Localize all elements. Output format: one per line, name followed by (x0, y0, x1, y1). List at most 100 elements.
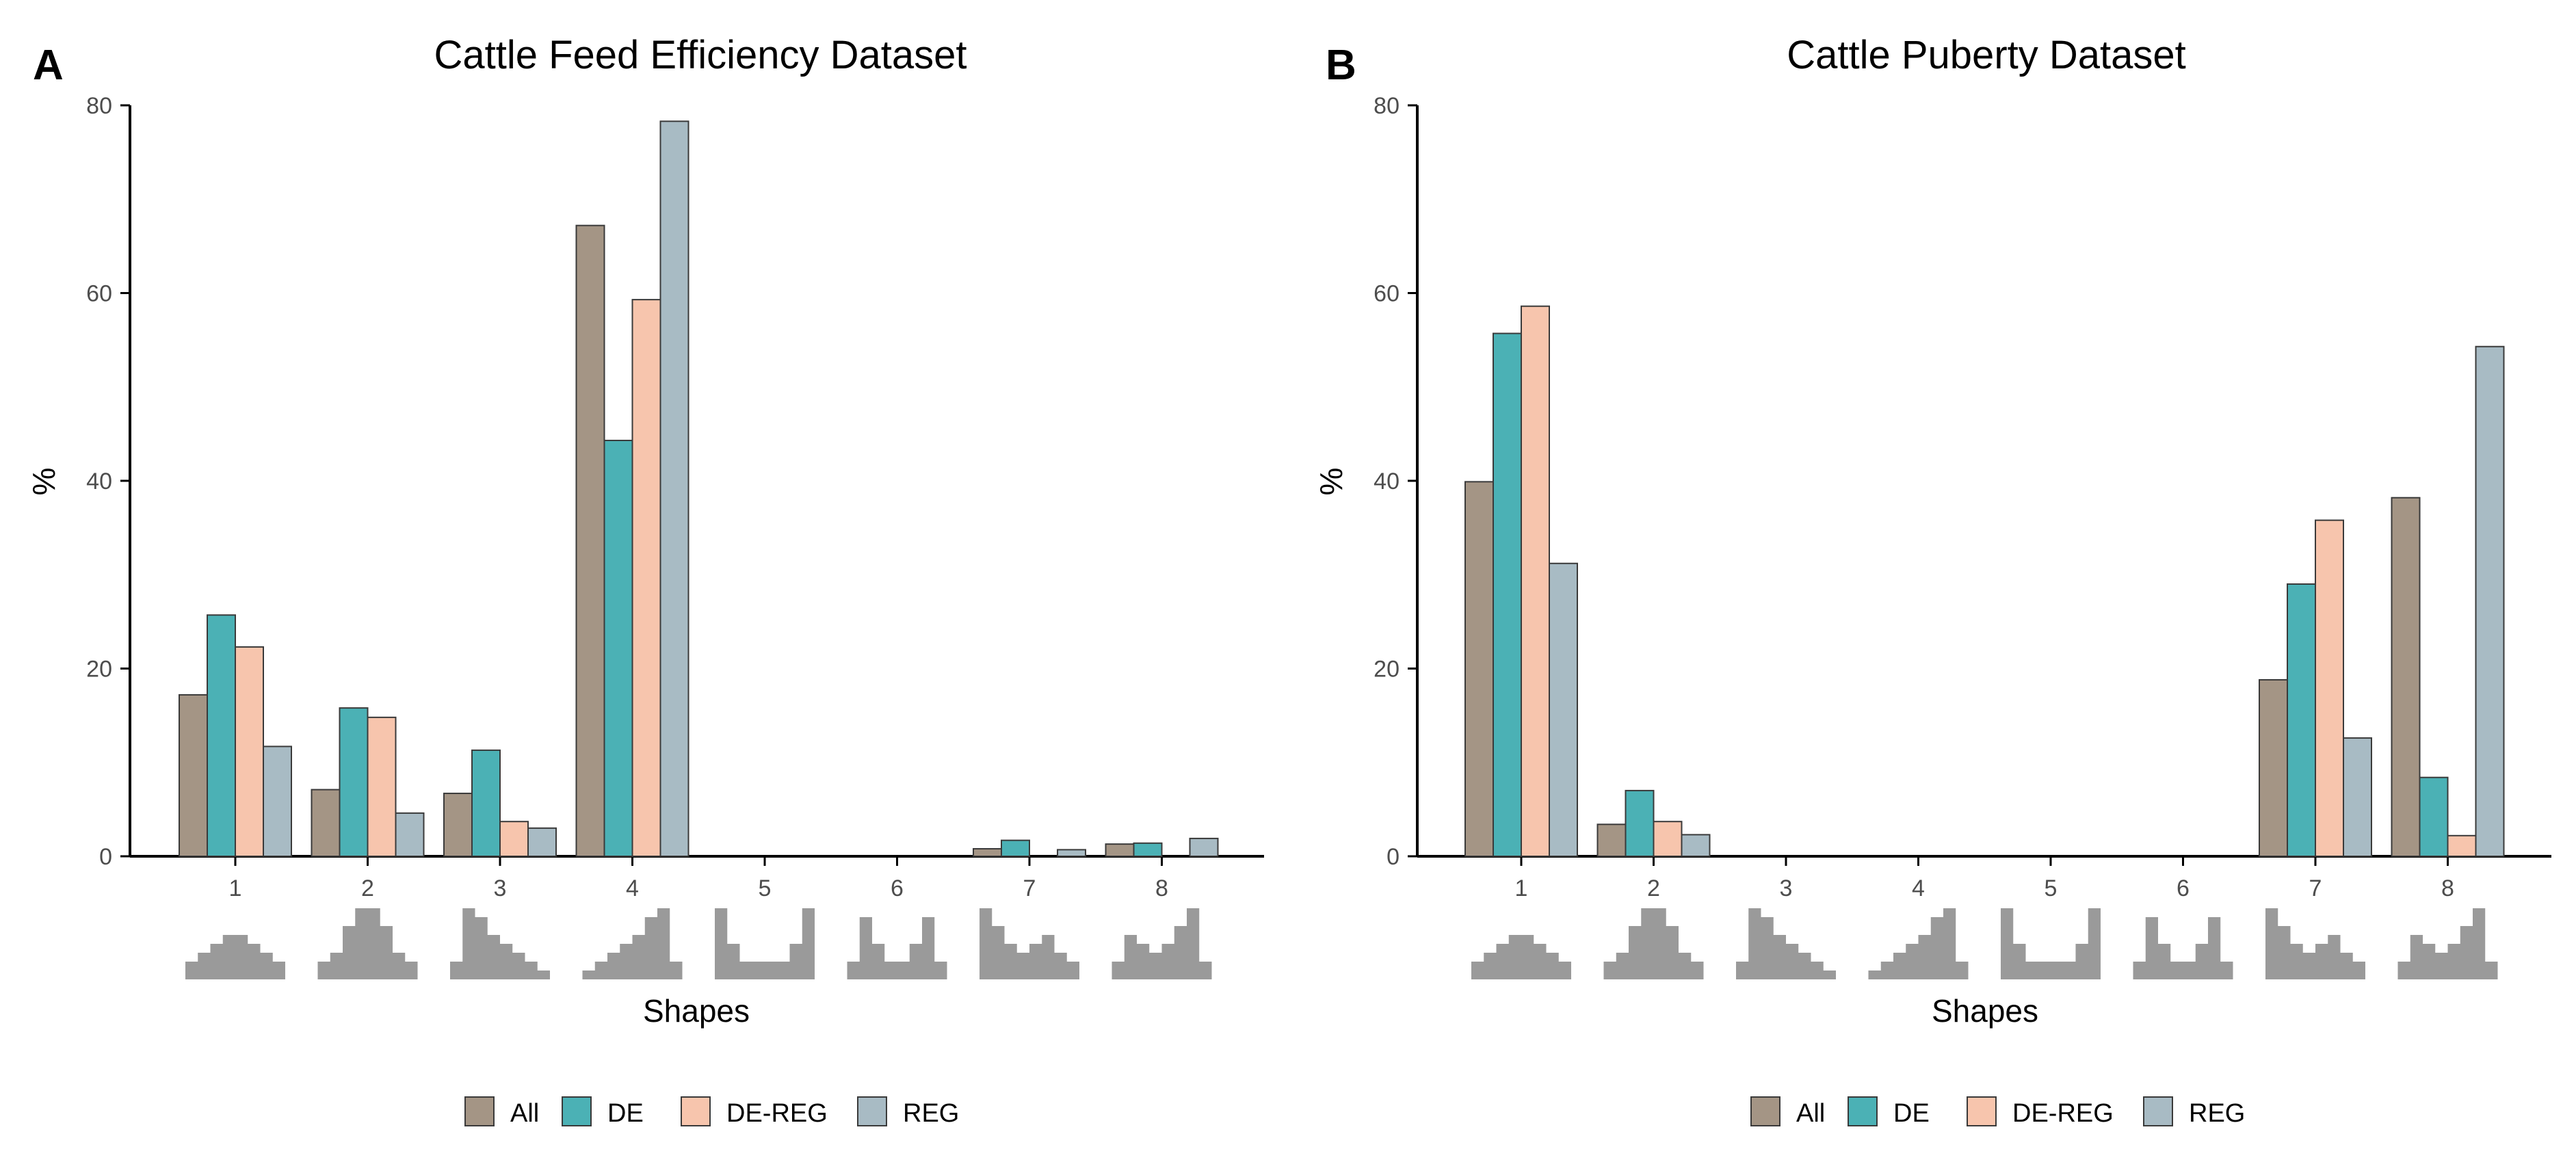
bar-all-shape-1 (1464, 481, 1494, 857)
bar-de-reg-shape-8 (2447, 834, 2477, 858)
x-tick-label: 2 (361, 875, 374, 901)
panel-a-x-axis-title: Shapes (643, 993, 750, 1029)
legend-label-de-reg: DE-REG (726, 1099, 828, 1128)
legend-label-reg: REG (2189, 1099, 2245, 1128)
legend-label-reg: REG (903, 1099, 959, 1128)
bar-all-shape-8 (1105, 843, 1135, 857)
shape-icon-4 (1868, 908, 1969, 979)
bar-reg-shape-7 (2343, 737, 2372, 857)
y-tick-label: 60 (1374, 281, 1399, 307)
x-tick-label: 1 (229, 875, 242, 901)
bar-reg-shape-8 (1189, 837, 1219, 857)
y-tick-label: 80 (86, 93, 112, 119)
shape-icon-4 (582, 908, 683, 979)
panel-b-title: Cattle Puberty Dataset (1787, 33, 2186, 77)
legend-label-all: All (510, 1099, 539, 1128)
bar-de-reg-shape-4 (631, 299, 661, 858)
bar-all-shape-2 (311, 789, 341, 857)
legend-swatch-all (464, 1096, 495, 1126)
x-tick-label: 4 (626, 875, 639, 901)
bar-de-reg-shape-1 (1521, 305, 1550, 857)
bar-all-shape-1 (179, 694, 208, 857)
bar-de-shape-3 (471, 749, 501, 857)
shape-icon-6 (847, 917, 947, 979)
bar-reg-shape-3 (527, 827, 557, 857)
chart-panel-a: 0 20 40 60 80 1 2 3 4 5 6 7 8 (86, 93, 1264, 979)
legend-swatch-de (562, 1096, 592, 1126)
y-tick-label: 60 (86, 281, 112, 307)
shape-icon-3 (450, 908, 550, 979)
shape-icon-5 (2001, 908, 2101, 979)
legend-swatch-de (1848, 1096, 1878, 1126)
x-tick-label: 6 (2177, 875, 2190, 901)
bar-de-reg-shape-7 (2315, 519, 2344, 858)
bar-de-shape-8 (1133, 842, 1163, 858)
legend-panel-b: All DE DE-REG REG (1750, 1096, 2245, 1128)
y-tick-label: 20 (1374, 657, 1399, 683)
bar-de-reg-shape-2 (1653, 821, 1683, 858)
shape-icon-8 (1112, 908, 1212, 979)
legend-label-de-reg: DE-REG (2012, 1099, 2114, 1128)
bar-all-shape-4 (575, 224, 605, 857)
bar-reg-shape-8 (2475, 345, 2505, 858)
shape-icon-7 (2265, 908, 2365, 979)
shape-icon-1 (1471, 935, 1571, 979)
bar-all-shape-3 (443, 793, 473, 857)
x-tick-label: 5 (2045, 875, 2058, 901)
x-tick-label: 7 (2309, 875, 2322, 901)
bar-de-shape-2 (339, 707, 369, 858)
bar-reg-shape-7 (1057, 849, 1086, 857)
bar-de-reg-shape-3 (499, 821, 529, 858)
shape-icon-2 (1603, 908, 1704, 979)
x-tick-label: 1 (1515, 875, 1528, 901)
bar-de-shape-7 (2287, 583, 2316, 857)
legend-swatch-de-reg (1967, 1096, 1997, 1126)
y-tick-label: 40 (1374, 468, 1399, 494)
x-tick-label: 8 (1155, 875, 1168, 901)
legend-swatch-all (1750, 1096, 1780, 1126)
panel-a-y-axis-title: % (26, 468, 62, 496)
legend-panel-a: All DE DE-REG REG (464, 1096, 959, 1128)
shape-icon-6 (2133, 917, 2233, 979)
bar-reg-shape-2 (395, 812, 425, 857)
bar-all-shape-7 (973, 848, 1002, 858)
bar-de-shape-1 (1493, 332, 1522, 857)
bar-de-reg-shape-1 (235, 646, 264, 857)
panel-b-x-axis-title: Shapes (1932, 993, 2038, 1029)
shape-icon-7 (980, 908, 1079, 979)
legend-swatch-reg (857, 1096, 887, 1126)
y-tick-label: 0 (1386, 844, 1399, 870)
x-tick-label: 2 (1647, 875, 1660, 901)
x-tick-label: 4 (1912, 875, 1925, 901)
bar-de-shape-4 (603, 439, 633, 857)
legend-swatch-de-reg (681, 1096, 711, 1126)
legend-label-de: DE (607, 1099, 644, 1128)
panel-a-title: Cattle Feed Efficiency Dataset (434, 33, 967, 77)
bar-de-shape-2 (1625, 789, 1655, 858)
shape-icon-1 (185, 935, 285, 979)
bar-reg-shape-2 (1681, 834, 1711, 857)
bar-all-shape-7 (2259, 678, 2288, 857)
shape-icon-8 (2397, 908, 2498, 979)
bar-reg-shape-1 (1549, 562, 1578, 858)
panel-b-y-axis-title: % (1313, 468, 1349, 496)
legend-swatch-reg (2143, 1096, 2173, 1126)
shape-icon-5 (715, 908, 815, 979)
bar-de-shape-7 (1001, 839, 1030, 857)
bar-de-shape-1 (207, 614, 236, 858)
y-tick-label: 40 (86, 468, 112, 494)
shape-icon-2 (317, 908, 418, 979)
panel-a-letter: A (33, 42, 64, 89)
x-tick-label: 7 (1023, 875, 1036, 901)
y-tick-label: 80 (1374, 93, 1399, 119)
bar-de-shape-8 (2419, 776, 2449, 857)
x-tick-label: 8 (2441, 875, 2454, 901)
x-tick-label: 5 (759, 875, 772, 901)
bar-reg-shape-4 (659, 120, 689, 857)
bar-de-reg-shape-2 (367, 716, 397, 857)
x-tick-label: 6 (891, 875, 904, 901)
panel-b-letter: B (1326, 42, 1356, 89)
y-tick-label: 0 (99, 844, 112, 870)
